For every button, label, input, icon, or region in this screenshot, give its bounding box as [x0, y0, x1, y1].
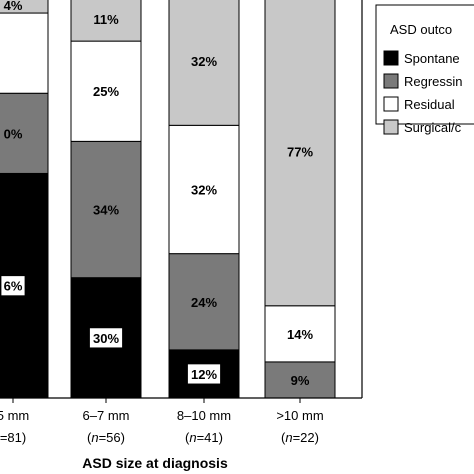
bar-segment [70, 140, 142, 279]
data-label: 14% [287, 327, 313, 342]
data-label: 11% [93, 12, 119, 27]
data-label: 24% [191, 295, 217, 310]
x-tick-label: 5 mm [0, 408, 29, 423]
bar-segment [0, 0, 49, 14]
x-tick-label: 6–7 mm [83, 408, 130, 423]
data-label: 9% [291, 373, 310, 388]
bar-segment [264, 305, 336, 363]
data-label: 77% [287, 144, 313, 159]
data-label: 32% [191, 182, 217, 197]
data-label: 6% [4, 279, 23, 294]
bar-segment [168, 0, 240, 126]
data-label: 30% [93, 331, 119, 346]
x-tick-label: >10 mm [276, 408, 323, 423]
x-tick-n-label: (n=56) [87, 430, 125, 445]
legend-label: Spontane [404, 51, 460, 66]
bar-segment [264, 361, 336, 399]
bar-segment [168, 124, 240, 255]
legend-swatch [383, 96, 399, 112]
bar-segment [168, 253, 240, 351]
data-label-box [187, 363, 221, 385]
x-ticks-group: 5 mm =81) 6–7 mm (n=56) 8–10 mm (n=41) >10 mm (… [0, 398, 324, 445]
data-label: 12% [191, 367, 217, 382]
bars-group: 6% 0% 4% 30% 34% 25% 11% 12% 24% 32% 32% 9% 14% 77% [0, 0, 336, 399]
data-label-box [89, 327, 123, 349]
legend-label: Surgical/c [404, 120, 462, 135]
bar-segment [70, 0, 142, 42]
data-label-box [0, 275, 26, 297]
legend-swatch [383, 73, 399, 89]
legend: ASD outco Spontane Regressin Residual Surgi… [375, 4, 474, 135]
x-axis-title: ASD size at diagnosis [82, 455, 228, 471]
legend-label: Regressin [404, 74, 463, 89]
bar-segment [0, 92, 49, 174]
bar-segment [0, 12, 49, 94]
legend-items: Spontane Regressin Residual Surgical/c [383, 50, 463, 135]
data-label: 4% [4, 0, 23, 13]
bar-segment [264, 0, 336, 307]
data-label: 34% [93, 203, 119, 218]
legend-label: Residual [404, 97, 455, 112]
data-label: 0% [4, 126, 23, 141]
legend-swatch [383, 50, 399, 66]
data-label: 25% [93, 84, 119, 99]
bar-segment [70, 40, 142, 142]
legend-swatch [383, 119, 399, 135]
x-tick-label: 8–10 mm [177, 408, 231, 423]
x-tick-n-label: (n=22) [281, 430, 319, 445]
legend-title: ASD outco [390, 22, 452, 37]
data-label: 32% [191, 54, 217, 69]
x-tick-n-label: =81) [0, 430, 26, 445]
x-tick-n-label: (n=41) [185, 430, 223, 445]
